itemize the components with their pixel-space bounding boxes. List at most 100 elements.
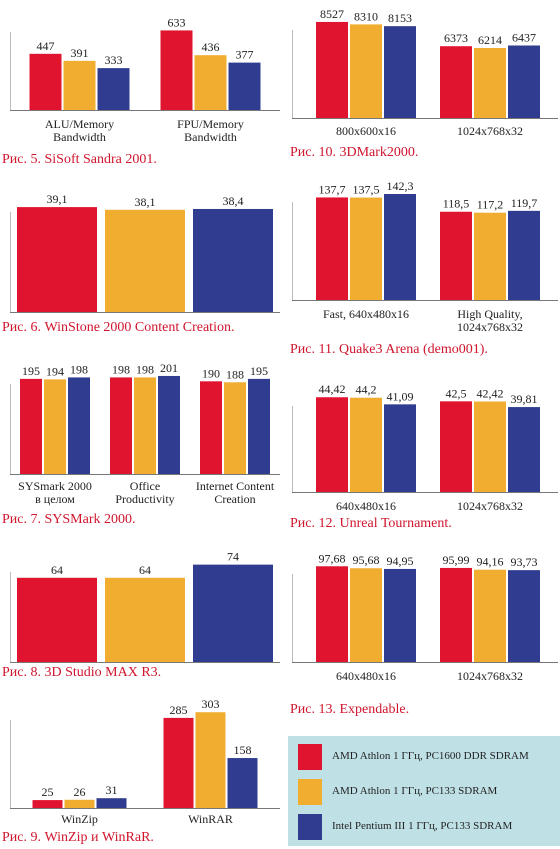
legend-label-pentium: Intel Pentium III 1 ГГц, PC133 SDRAM xyxy=(332,820,513,832)
c10-bar-s2-c0 xyxy=(384,26,416,119)
c9-bar-s0-c0 xyxy=(32,800,63,808)
c11-value-label-s1-c0: 137,5 xyxy=(353,183,380,197)
c7-category-line-2-0: Internet Content xyxy=(196,479,275,493)
c5-category-line-1-1: Bandwidth xyxy=(184,130,237,144)
c12-bar-s2-c1 xyxy=(508,407,540,492)
caption-fig6: Рис. 6. WinStone 2000 Content Creation. xyxy=(2,320,235,335)
chart-3dmark: 8527 8310 8153 800x600x16 6373 6214 6437 1024x7… xyxy=(292,0,558,142)
c13-category-line-0-0: 640x480x16 xyxy=(336,669,396,683)
legend-box: AMD Athlon 1 ГГц, PC1600 DDR SDRAM AMD A… xyxy=(288,736,560,846)
caption-fig8: Рис. 8. 3D Studio MAX R3. xyxy=(2,665,162,680)
chart-sysmark: 195 194 198 SYSmark 2000 в целом 198 198 201 Off… xyxy=(10,352,280,510)
c11-bar-s1-c0 xyxy=(350,197,382,300)
c5-bar-s0-c1 xyxy=(160,30,193,110)
c12-svg: 44,42 44,2 41,09 640x480x16 42,5 42,42 39,81 10… xyxy=(292,382,558,513)
caption-fig10: Рис. 10. 3DMark2000. xyxy=(290,145,419,160)
c8-bar-s0-c0 xyxy=(17,577,97,662)
c7-bar-s2-c1 xyxy=(158,375,180,474)
c7-category-line-1-1: Productivity xyxy=(115,492,174,506)
c9-value-label-s2-c1: 158 xyxy=(234,743,252,757)
c12-value-label-s1-c1: 42,42 xyxy=(477,387,504,401)
c5-bar-s0-c0 xyxy=(29,53,62,110)
c12-category-label-0: 640x480x16 xyxy=(336,499,396,513)
c7-value-label-s1-c0: 194 xyxy=(46,364,64,378)
c7-category-label-1: Office Productivity xyxy=(115,479,174,506)
c6-bar-s1-c0 xyxy=(105,209,185,312)
c7-category-label-2: Internet Content Creation xyxy=(196,479,275,506)
c11-bar-s0-c1 xyxy=(440,211,472,300)
c7-bar-s1-c2 xyxy=(224,382,246,474)
c9-category-line-0-0: WinZip xyxy=(61,812,98,826)
c12-value-label-s0-c0: 44,42 xyxy=(319,382,346,396)
c8-bar-s1-c0 xyxy=(105,577,185,662)
c7-bar-s1-c0 xyxy=(44,379,66,474)
c8-svg: 64 64 74 xyxy=(10,550,280,663)
c12-value-label-s2-c1: 39,81 xyxy=(511,392,538,406)
c7-category-line-0-1: в целом xyxy=(35,492,75,506)
c11-category-line-1-0: High Quality, xyxy=(457,307,522,321)
chart-sisoft-sandra: 447 391 333 ALU/Memory Bandwidth 633 436 377 FPU… xyxy=(10,0,280,150)
c12-value-label-s1-c0: 44,2 xyxy=(356,383,377,397)
c11-value-label-s0-c0: 137,7 xyxy=(319,182,346,196)
c13-bar-s0-c1 xyxy=(440,567,472,662)
c6-value-label-s2-c0: 38,4 xyxy=(223,194,244,208)
c7-value-label-s1-c2: 188 xyxy=(226,367,244,381)
c13-value-label-s1-c1: 94,16 xyxy=(477,555,504,569)
c11-value-label-s0-c1: 118,5 xyxy=(443,197,470,211)
c8-value-label-s2-c0: 74 xyxy=(227,550,239,564)
c10-category-line-1-0: 1024x768x32 xyxy=(457,124,523,138)
legend-swatch-yellow xyxy=(298,779,322,805)
c12-bar-s0-c1 xyxy=(440,401,472,492)
c5-value-label-s0-c1: 633 xyxy=(168,15,186,29)
chart-3dstudio: 64 64 74 xyxy=(10,540,280,665)
c8-value-label-s0-c0: 64 xyxy=(51,563,63,577)
c5-category-line-0-0: ALU/Memory xyxy=(45,117,114,131)
chart-unreal: 44,42 44,2 41,09 640x480x16 42,5 42,42 39,81 10… xyxy=(292,374,558,514)
c11-category-line-0-0: Fast, 640x480x16 xyxy=(323,307,409,321)
c11-bar-s0-c0 xyxy=(316,197,348,300)
chart-winstone: 39,1 38,1 38,4 xyxy=(10,180,280,320)
c7-value-label-s2-c0: 198 xyxy=(70,362,88,376)
c12-category-line-1-0: 1024x768x32 xyxy=(457,499,523,513)
caption-fig5: Рис. 5. SiSoft Sandra 2001. xyxy=(2,152,157,167)
c5-value-label-s2-c0: 333 xyxy=(105,53,123,67)
c12-value-label-s2-c0: 41,09 xyxy=(387,389,414,403)
c6-bar-s0-c0 xyxy=(17,207,97,312)
c7-value-label-s0-c2: 190 xyxy=(202,366,220,380)
c11-bar-s2-c1 xyxy=(508,210,540,300)
c11-category-label-1: High Quality, 1024x768x32 xyxy=(457,307,523,334)
chart-expendable: 97,68 95,68 94,95 640x480x16 95,99 94,16 93,73… xyxy=(292,542,558,684)
c7-value-label-s2-c2: 195 xyxy=(250,364,268,378)
c5-value-label-s0-c0: 447 xyxy=(37,39,55,53)
c5-value-label-s1-c1: 436 xyxy=(202,40,220,54)
c10-category-label-1: 1024x768x32 xyxy=(457,124,523,138)
c13-bar-s0-c0 xyxy=(316,566,348,662)
c10-value-label-s2-c0: 8153 xyxy=(388,11,412,25)
c7-bar-s0-c0 xyxy=(20,378,42,474)
c6-svg: 39,1 38,1 38,4 xyxy=(10,192,280,313)
c9-category-label-1: WinRAR xyxy=(188,812,233,826)
c9-category-label-0: WinZip xyxy=(61,812,98,826)
c10-bar-s1-c1 xyxy=(474,48,506,118)
c11-bar-s1-c1 xyxy=(474,212,506,300)
c13-svg: 97,68 95,68 94,95 640x480x16 95,99 94,16 93,73… xyxy=(292,551,558,683)
c12-value-label-s0-c1: 42,5 xyxy=(446,386,467,400)
c11-svg: 137,7 137,5 142,3 Fast, 640x480x16 118,5 117,… xyxy=(292,179,558,334)
c9-category-line-1-0: WinRAR xyxy=(188,812,233,826)
c7-value-label-s1-c1: 198 xyxy=(136,362,154,376)
c8-value-label-s1-c0: 64 xyxy=(139,563,151,577)
c11-category-line-1-1: 1024x768x32 xyxy=(457,320,523,334)
c10-value-label-s1-c1: 6214 xyxy=(478,33,502,47)
legend-label-athlon-ddr: AMD Athlon 1 ГГц, PC1600 DDR SDRAM xyxy=(332,750,529,762)
c5-bar-s1-c0 xyxy=(63,60,96,110)
c5-bar-s1-c1 xyxy=(194,55,227,110)
c9-bar-s1-c1 xyxy=(195,712,226,808)
c13-bar-s1-c1 xyxy=(474,569,506,662)
c5-bar-s2-c1 xyxy=(228,62,261,110)
c9-bar-s0-c1 xyxy=(163,717,194,808)
c13-value-label-s2-c0: 94,95 xyxy=(387,554,414,568)
c10-value-label-s1-c0: 8310 xyxy=(354,9,378,23)
c13-value-label-s2-c1: 93,73 xyxy=(511,555,538,569)
c10-category-line-0-0: 800x600x16 xyxy=(336,124,396,138)
